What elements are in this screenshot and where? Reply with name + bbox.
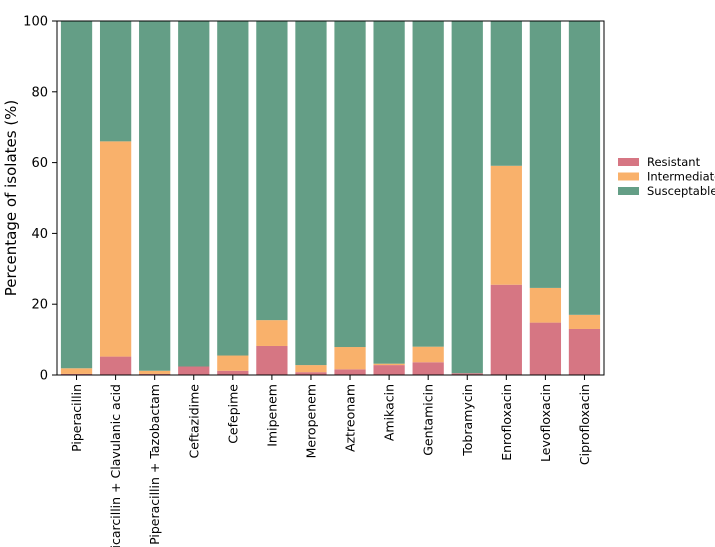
bar-intermediate-7 xyxy=(334,347,366,370)
y-tick-label: 100 xyxy=(23,15,48,30)
bar-resistant-3 xyxy=(178,366,210,375)
x-tick-label: Ciprofloxacin xyxy=(577,384,592,465)
y-tick-label: 0 xyxy=(40,369,48,384)
bars-layer xyxy=(60,21,601,375)
bar-resistant-8 xyxy=(373,365,405,375)
y-tick-label: 40 xyxy=(31,227,48,242)
bar-susceptable-5 xyxy=(256,21,288,321)
bar-susceptable-10 xyxy=(451,21,483,374)
y-axis-label: Percentage of isolates (%) xyxy=(2,100,20,297)
bar-resistant-0 xyxy=(60,373,93,375)
x-tick-label: Amikacin xyxy=(382,384,397,441)
x-tick-label: Tobramycin xyxy=(460,384,475,457)
legend-label-resistant: Resistant xyxy=(647,155,701,169)
bar-susceptable-7 xyxy=(334,21,366,348)
bar-intermediate-4 xyxy=(217,355,249,371)
bar-intermediate-11 xyxy=(490,165,522,285)
bar-resistant-1 xyxy=(99,356,132,375)
bar-susceptable-1 xyxy=(99,21,132,142)
y-tick-label: 60 xyxy=(31,156,48,171)
x-tick-label: Piperacillin + Tazobactam xyxy=(147,384,162,545)
bar-intermediate-2 xyxy=(139,370,171,374)
bar-susceptable-12 xyxy=(529,21,562,288)
bar-susceptable-6 xyxy=(295,21,327,366)
x-tick-label: Cefepime xyxy=(225,384,240,444)
x-tick-label: Levofloxacin xyxy=(538,384,553,462)
x-tick-label: Meropenem xyxy=(303,384,318,458)
legend-swatch-intermediate xyxy=(618,172,639,181)
bar-susceptable-11 xyxy=(490,21,522,166)
bar-intermediate-0 xyxy=(60,368,93,374)
bar-intermediate-6 xyxy=(295,365,327,373)
plot-frame xyxy=(56,20,605,376)
bar-resistant-2 xyxy=(139,373,171,375)
bar-susceptable-4 xyxy=(217,21,249,356)
x-tick-label: Gentamicin xyxy=(421,384,436,456)
y-axis: 0 20 40 60 80 100 xyxy=(23,15,57,384)
y-tick-label: 20 xyxy=(31,298,48,313)
bar-susceptable-13 xyxy=(568,21,601,315)
x-axis: Piperacillin Ticarcillin + Clavulanic aci… xyxy=(69,375,592,547)
bar-susceptable-8 xyxy=(373,21,405,364)
legend-label-susceptable: Susceptable xyxy=(647,184,715,198)
x-tick-label: Aztreonam xyxy=(343,384,358,452)
bar-intermediate-8 xyxy=(373,363,405,366)
x-tick-label: Enrofloxacin xyxy=(499,384,514,461)
legend-label-intermediate: Intermediate xyxy=(647,170,715,184)
bar-resistant-10 xyxy=(451,373,483,375)
x-tick-label: Ceftazidime xyxy=(186,384,201,459)
bar-resistant-6 xyxy=(295,372,327,375)
x-tick-label: Ticarcillin + Clavulanic acid xyxy=(108,384,123,547)
legend-swatch-susceptable xyxy=(618,187,639,195)
bar-resistant-4 xyxy=(217,370,249,375)
bar-susceptable-0 xyxy=(60,21,93,369)
bar-intermediate-12 xyxy=(529,287,562,323)
bar-intermediate-1 xyxy=(99,141,132,357)
bar-intermediate-9 xyxy=(412,346,444,363)
bar-resistant-9 xyxy=(412,362,444,375)
bar-resistant-13 xyxy=(568,328,601,375)
bar-susceptable-3 xyxy=(178,21,210,367)
bar-intermediate-5 xyxy=(256,320,288,346)
bar-resistant-12 xyxy=(529,322,562,375)
bar-susceptable-2 xyxy=(139,21,171,371)
x-tick-label: Imipenem xyxy=(264,384,279,447)
bar-intermediate-13 xyxy=(568,314,601,329)
legend-swatch-resistant xyxy=(618,158,639,166)
bar-resistant-5 xyxy=(256,345,288,375)
y-tick-label: 80 xyxy=(31,85,48,100)
bar-resistant-7 xyxy=(334,369,366,375)
bar-resistant-11 xyxy=(490,284,522,375)
x-tick-label: Piperacillin xyxy=(69,384,84,452)
bar-susceptable-9 xyxy=(412,21,444,347)
